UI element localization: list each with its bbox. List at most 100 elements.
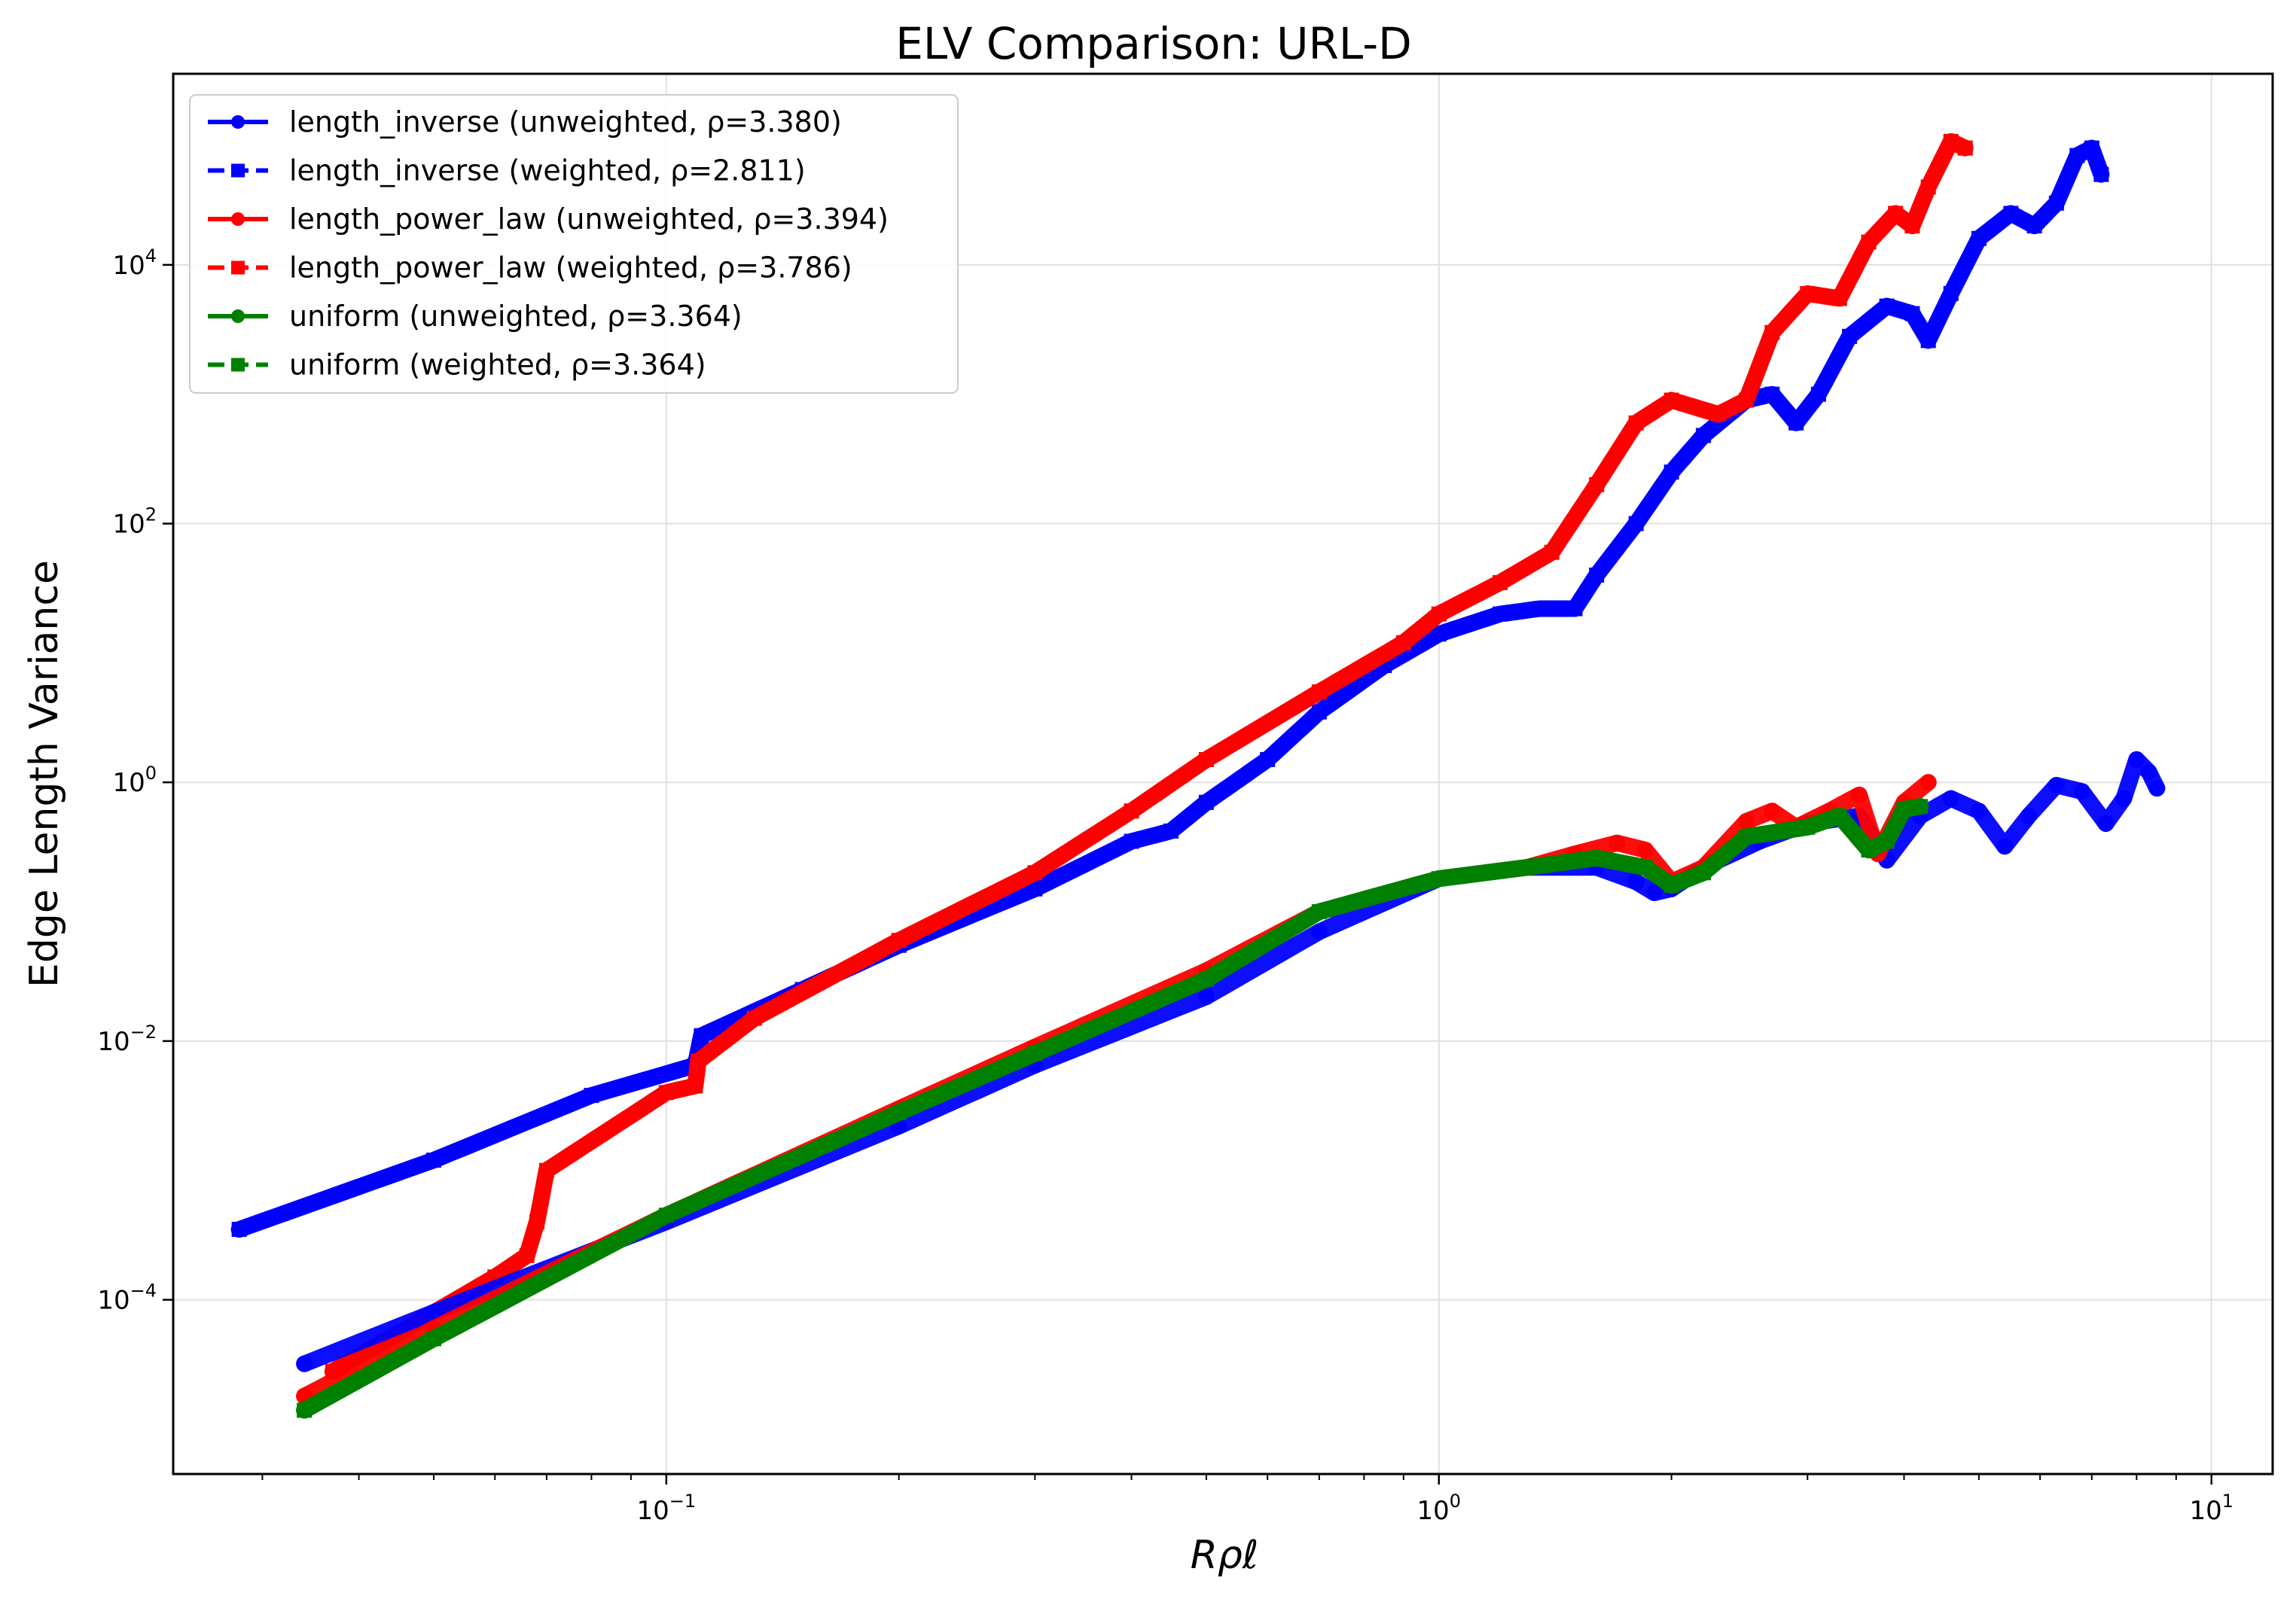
y-axis-label: Edge Length Variance (22, 560, 67, 988)
data-point (1198, 794, 1214, 810)
legend-marker (231, 163, 245, 178)
data-point (1861, 234, 1877, 250)
data-point (1311, 704, 1327, 720)
series-3 (324, 132, 1974, 1380)
x-axis-label: Rρℓ (1191, 1533, 1259, 1578)
y-tick-label: 10−2 (97, 1022, 157, 1057)
data-point (296, 1402, 313, 1419)
series-4 (296, 798, 1929, 1419)
data-point (2069, 148, 2085, 163)
data-point (1197, 988, 1215, 1006)
data-point (891, 933, 907, 949)
data-point (1532, 601, 1547, 617)
data-point (1904, 306, 1920, 321)
data-point (425, 1153, 441, 1168)
data-point (1567, 601, 1583, 617)
legend-entry: uniform (unweighted, ρ=3.364) (208, 300, 742, 333)
data-point (890, 1104, 907, 1121)
data-point (2003, 206, 2019, 221)
legend-entry: length_inverse (unweighted, ρ=3.380) (208, 105, 842, 139)
data-point (538, 1162, 554, 1178)
data-point (1310, 903, 1328, 921)
data-point (1636, 859, 1654, 876)
data-point (691, 1053, 706, 1069)
x-tick-label: 10−1 (637, 1491, 697, 1526)
data-point (1627, 873, 1645, 891)
data-point (746, 1010, 762, 1026)
data-point (1831, 807, 1848, 824)
legend-marker (231, 260, 245, 275)
data-point (519, 1247, 535, 1263)
data-point (1636, 842, 1654, 859)
data-point (425, 1330, 442, 1348)
y-tick-label: 100 (112, 763, 157, 798)
legend-label: length_inverse (weighted, ρ=2.811) (289, 154, 806, 187)
data-point (1764, 386, 1780, 402)
data-point (1027, 865, 1043, 881)
data-point (1430, 870, 1447, 888)
data-point (529, 1214, 545, 1230)
data-point (1310, 923, 1328, 940)
legend-entry: uniform (weighted, ρ=3.364) (208, 349, 706, 382)
data-point (1904, 218, 1920, 234)
data-point (1663, 464, 1679, 480)
data-point (1810, 386, 1826, 402)
data-point (1799, 818, 1816, 836)
data-point (658, 1085, 674, 1101)
data-point (1888, 206, 1904, 221)
data-point (1738, 828, 1755, 845)
data-point (1163, 823, 1179, 839)
data-point (2148, 780, 2166, 797)
data-point (1197, 970, 1215, 988)
data-point (1027, 881, 1043, 897)
legend-label: length_power_law (unweighted, ρ=3.394) (289, 203, 889, 236)
data-point (2084, 140, 2099, 156)
data-point (1589, 567, 1605, 583)
data-point (2026, 218, 2042, 234)
data-point (2093, 166, 2109, 182)
data-point (1663, 876, 1680, 894)
legend-marker (231, 358, 245, 372)
data-point (1124, 803, 1139, 819)
y-tick-label: 104 (112, 245, 157, 281)
data-point (231, 1222, 247, 1238)
legend-marker (231, 115, 245, 129)
data-point (1942, 790, 1959, 807)
legend-marker (231, 212, 245, 226)
data-point (1260, 751, 1276, 767)
data-point (1895, 800, 1913, 818)
data-point (1850, 786, 1868, 803)
data-point (296, 1355, 313, 1372)
legend-box (189, 94, 959, 394)
data-point (1198, 751, 1214, 767)
data-point (1860, 842, 1877, 859)
data-point (1431, 606, 1447, 622)
data-point (1124, 833, 1139, 849)
data-point (1971, 230, 1987, 246)
chart-title: ELV Comparison: URL-D (895, 18, 1412, 69)
data-point (657, 1207, 675, 1224)
plot-frame (172, 72, 2274, 1476)
data-point (1800, 285, 1816, 301)
data-point (1788, 415, 1804, 431)
legend-label: uniform (weighted, ρ=3.364) (289, 349, 706, 382)
data-point (1912, 798, 1929, 815)
x-tick-label: 100 (1417, 1491, 1462, 1526)
data-point (1764, 802, 1781, 820)
data-point (694, 1028, 709, 1043)
legend-label: uniform (unweighted, ρ=3.364) (289, 300, 742, 333)
data-point (1920, 333, 1936, 349)
data-point (2128, 751, 2145, 768)
data-point (1493, 606, 1508, 622)
data-point (1879, 298, 1895, 314)
legend-label: length_power_law (weighted, ρ=3.786) (289, 251, 852, 285)
legend-entry: length_power_law (weighted, ρ=3.786) (208, 251, 852, 285)
series-layer (230, 132, 2166, 1419)
data-point (1919, 774, 1937, 791)
x-axis-ticks: 10−1 100 101 (637, 1474, 2233, 1526)
legend-entry: length_power_law (unweighted, ρ=3.394) (208, 203, 889, 236)
y-tick-label: 10−4 (97, 1281, 157, 1316)
data-point (1878, 833, 1895, 850)
data-point (1695, 864, 1712, 882)
legend-entry: length_inverse (weighted, ρ=2.811) (208, 154, 806, 187)
